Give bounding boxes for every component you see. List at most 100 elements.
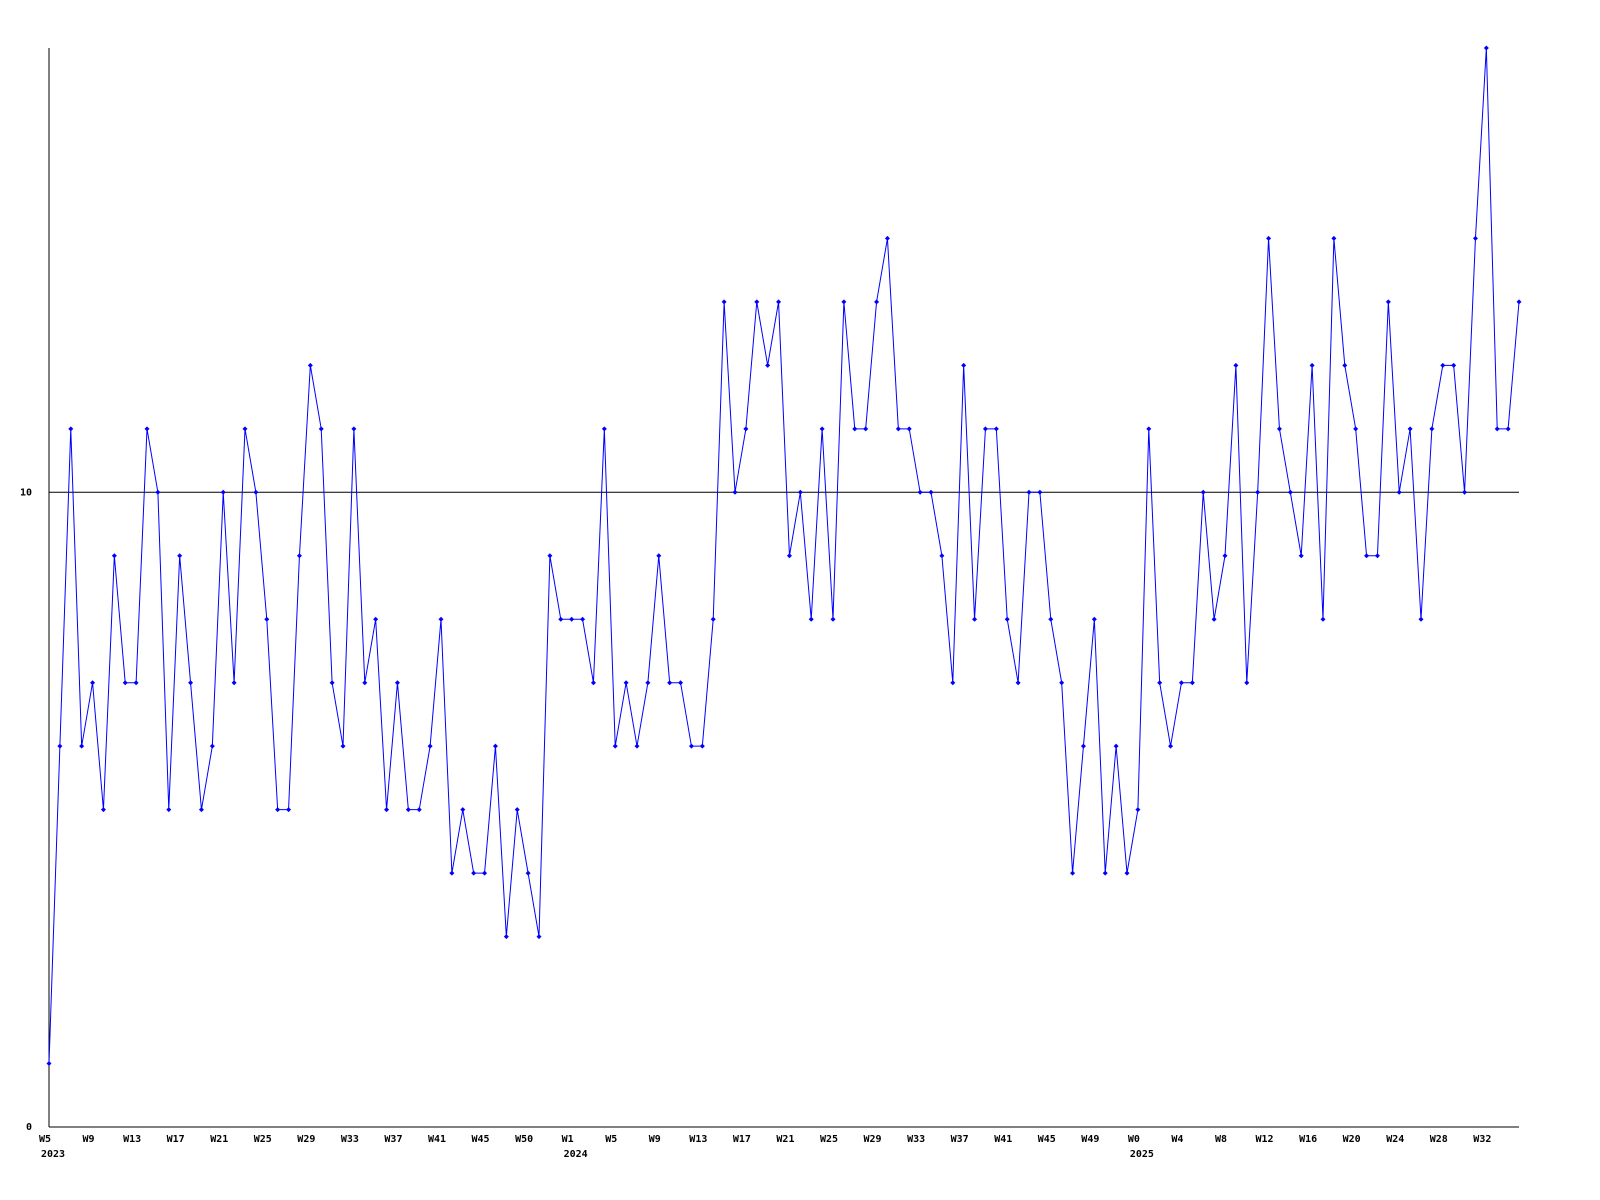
point-marker — [340, 743, 346, 749]
point-marker — [57, 743, 63, 749]
point-marker — [351, 426, 357, 432]
series-line — [48, 47, 1520, 1064]
point-marker — [209, 743, 215, 749]
x-tick-label: W41 — [994, 1134, 1012, 1145]
point-marker — [841, 299, 847, 305]
x-tick-label: W50 — [515, 1134, 533, 1145]
point-marker — [993, 426, 999, 432]
x-year-label: 2023 — [41, 1149, 65, 1160]
x-tick-label: W29 — [864, 1134, 882, 1145]
point-marker — [329, 680, 335, 686]
x-tick-label: W33 — [907, 1134, 925, 1145]
point-marker — [264, 616, 270, 622]
point-marker — [416, 807, 422, 813]
point-marker — [1516, 299, 1522, 305]
point-marker — [656, 553, 662, 559]
point-marker — [394, 680, 400, 686]
point-marker — [155, 489, 161, 495]
point-marker — [253, 489, 259, 495]
point-marker — [1157, 680, 1163, 686]
point-marker — [1505, 426, 1511, 432]
point-marker — [558, 616, 564, 622]
point-marker — [449, 870, 455, 876]
point-marker — [580, 616, 586, 622]
point-marker — [797, 489, 803, 495]
point-marker — [874, 299, 880, 305]
point-marker — [623, 680, 629, 686]
point-marker — [950, 680, 956, 686]
point-marker — [547, 553, 553, 559]
point-marker — [1320, 616, 1326, 622]
point-marker — [438, 616, 444, 622]
point-marker — [1037, 489, 1043, 495]
point-marker — [482, 870, 488, 876]
point-marker — [1396, 489, 1402, 495]
point-marker — [188, 680, 194, 686]
point-marker — [1287, 489, 1293, 495]
point-marker — [1451, 362, 1457, 368]
point-marker — [100, 807, 106, 813]
x-tick-label: W37 — [951, 1134, 969, 1145]
point-marker — [721, 299, 727, 305]
point-marker — [1015, 680, 1021, 686]
point-marker — [1124, 870, 1130, 876]
point-marker — [68, 426, 74, 432]
point-marker — [1353, 426, 1359, 432]
point-marker — [1189, 680, 1195, 686]
point-marker — [1004, 616, 1010, 622]
point-marker — [111, 553, 117, 559]
point-marker — [166, 807, 172, 813]
point-marker — [1407, 426, 1413, 432]
point-marker — [1244, 680, 1250, 686]
point-marker — [590, 680, 596, 686]
point-marker — [1168, 743, 1174, 749]
point-marker — [1070, 870, 1076, 876]
point-marker — [884, 235, 890, 241]
x-tick-label: W24 — [1386, 1134, 1404, 1145]
point-marker — [79, 743, 85, 749]
x-tick-label: W13 — [123, 1134, 141, 1145]
point-marker — [667, 680, 673, 686]
point-marker — [1374, 553, 1380, 559]
point-marker — [1462, 489, 1468, 495]
point-marker — [503, 934, 509, 940]
point-marker — [743, 426, 749, 432]
point-marker — [928, 489, 934, 495]
point-marker — [1298, 553, 1304, 559]
y-tick-label: 10 — [20, 487, 32, 498]
x-tick-label: W41 — [428, 1134, 446, 1145]
x-tick-label: W28 — [1430, 1134, 1448, 1145]
point-marker — [1113, 743, 1119, 749]
point-marker — [819, 426, 825, 432]
point-marker — [830, 616, 836, 622]
x-tick-label: W17 — [167, 1134, 185, 1145]
point-marker — [1472, 235, 1478, 241]
x-tick-label: W17 — [733, 1134, 751, 1145]
point-marker — [525, 870, 531, 876]
x-tick-label: W0 — [1128, 1134, 1140, 1145]
point-marker — [492, 743, 498, 749]
x-tick-label: W9 — [649, 1134, 661, 1145]
point-marker — [177, 553, 183, 559]
point-marker — [939, 553, 945, 559]
point-marker — [460, 807, 466, 813]
point-marker — [405, 807, 411, 813]
x-tick-label: W12 — [1256, 1134, 1274, 1145]
x-year-label: 2024 — [564, 1149, 588, 1160]
x-tick-label: W4 — [1171, 1134, 1183, 1145]
point-marker — [1309, 362, 1315, 368]
point-marker — [1255, 489, 1261, 495]
x-tick-label: W5 — [605, 1134, 617, 1145]
point-marker — [678, 680, 684, 686]
point-marker — [1440, 362, 1446, 368]
x-tick-label: W21 — [776, 1134, 794, 1145]
x-tick-label: W21 — [210, 1134, 228, 1145]
point-marker — [863, 426, 869, 432]
x-tick-label: W29 — [297, 1134, 315, 1145]
point-marker — [198, 807, 204, 813]
point-marker — [1483, 45, 1489, 51]
point-marker — [1266, 235, 1272, 241]
x-tick-label: W45 — [1038, 1134, 1056, 1145]
point-marker — [133, 680, 139, 686]
